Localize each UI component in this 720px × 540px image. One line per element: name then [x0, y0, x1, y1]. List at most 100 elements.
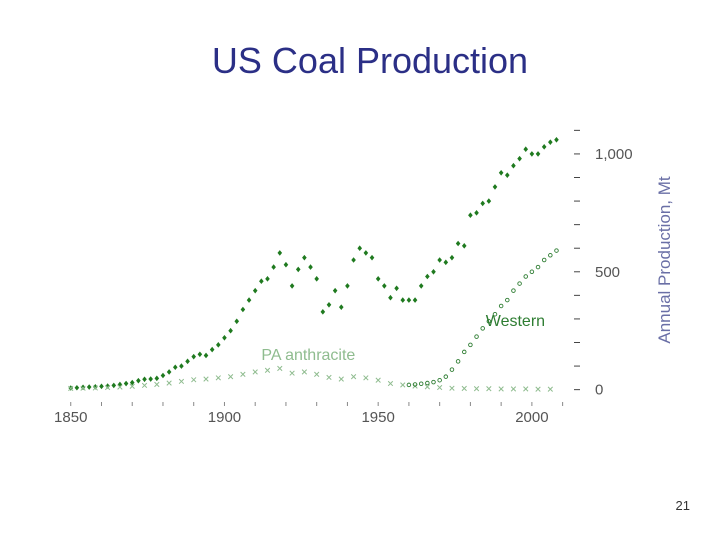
data-point	[351, 257, 356, 263]
data-point	[418, 283, 424, 289]
data-point	[523, 274, 528, 279]
data-point	[314, 276, 319, 282]
data-point	[129, 383, 135, 389]
data-point	[363, 250, 369, 256]
data-point	[154, 381, 160, 388]
data-point	[511, 162, 516, 169]
slide-title: US Coal Production	[211, 40, 529, 81]
data-point	[548, 253, 553, 258]
data-point	[166, 380, 172, 386]
data-point	[332, 287, 338, 294]
data-point	[289, 283, 295, 289]
data-point	[510, 386, 517, 392]
data-point	[554, 248, 559, 253]
data-point	[185, 358, 190, 365]
data-point	[486, 386, 492, 392]
data-point	[406, 382, 412, 388]
data-point	[240, 306, 246, 313]
data-point	[443, 374, 449, 379]
data-point	[468, 342, 473, 348]
data-point	[400, 297, 406, 303]
data-point	[326, 301, 332, 308]
data-point	[136, 377, 141, 384]
data-point	[68, 385, 74, 392]
data-point	[486, 198, 492, 204]
data-point	[86, 384, 92, 390]
data-point	[363, 375, 369, 381]
data-point	[517, 281, 522, 286]
data-point	[498, 169, 504, 176]
y-tick-label: 500	[595, 264, 620, 281]
x-tick-label: 1900	[208, 409, 241, 426]
data-point	[412, 297, 418, 303]
data-point	[400, 382, 406, 388]
data-point	[375, 276, 381, 282]
data-point	[326, 374, 332, 381]
data-point	[283, 261, 289, 268]
data-point	[295, 266, 301, 273]
data-point	[148, 376, 153, 382]
data-point	[93, 384, 98, 390]
data-point	[486, 319, 492, 324]
data-point	[369, 254, 375, 261]
data-point	[314, 371, 320, 377]
data-point	[492, 311, 498, 317]
data-point	[535, 386, 541, 392]
data-point	[375, 377, 381, 383]
data-point	[431, 268, 436, 275]
x-tick-label: 1950	[361, 409, 394, 426]
data-point	[387, 380, 394, 387]
data-point	[455, 240, 461, 247]
data-point	[123, 380, 129, 387]
data-point	[216, 342, 221, 348]
data-point	[203, 376, 209, 382]
data-point	[449, 367, 455, 372]
data-point	[492, 184, 498, 190]
data-point	[437, 384, 443, 391]
data-point	[394, 285, 399, 292]
data-point	[252, 287, 258, 294]
data-point	[252, 369, 258, 375]
data-point	[141, 382, 148, 389]
data-point	[74, 384, 80, 391]
data-point	[462, 349, 467, 355]
data-point	[388, 294, 393, 301]
data-point	[246, 297, 252, 303]
annotation-layer: PA anthracite Western	[261, 313, 545, 364]
data-point	[271, 264, 276, 270]
data-point	[461, 385, 467, 392]
data-point	[449, 254, 455, 261]
data-point	[289, 370, 295, 376]
data-point	[179, 363, 184, 369]
data-point	[111, 382, 117, 389]
series-0	[68, 136, 559, 391]
data-point	[541, 144, 547, 150]
data-point	[215, 375, 221, 381]
series-layer	[68, 136, 559, 392]
data-point	[523, 386, 529, 392]
data-point	[541, 257, 547, 263]
page-number: 21	[675, 498, 690, 513]
data-point	[259, 278, 264, 285]
data-point	[265, 276, 270, 282]
y-axis: 0 500 1,000	[574, 129, 633, 399]
data-point	[142, 376, 147, 383]
data-point	[425, 273, 430, 280]
data-point	[406, 297, 412, 303]
data-point	[80, 384, 86, 391]
data-point	[99, 383, 104, 390]
data-point	[547, 386, 553, 392]
data-point	[203, 352, 209, 359]
x-tick-label: 1850	[54, 409, 87, 426]
data-point	[104, 384, 111, 391]
data-point	[160, 372, 166, 379]
data-point	[461, 243, 467, 249]
data-point	[117, 384, 123, 390]
y-tick-label: 1,000	[595, 146, 633, 163]
data-point	[191, 353, 197, 360]
data-point	[209, 346, 215, 353]
data-point	[498, 303, 504, 309]
x-tick-label: 2000	[515, 409, 548, 426]
data-point	[535, 264, 541, 270]
